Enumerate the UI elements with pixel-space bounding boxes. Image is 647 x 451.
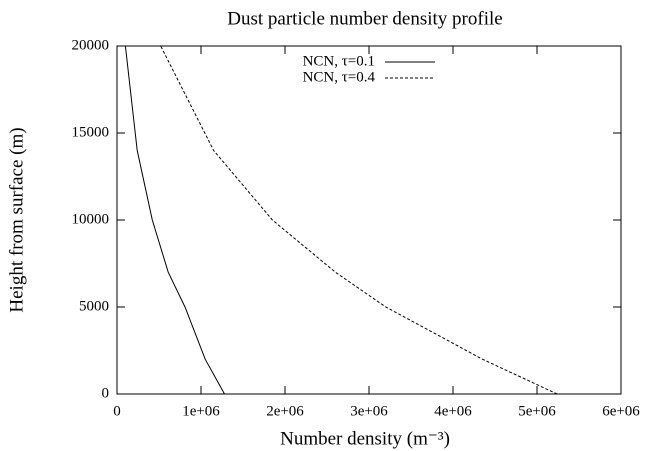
- chart-title: Dust particle number density profile: [227, 8, 502, 29]
- x-tick-label: 4e+06: [434, 403, 472, 419]
- y-tick-label: 0: [102, 385, 110, 401]
- y-tick-label: 10000: [72, 211, 110, 227]
- y-tick-label: 5000: [79, 298, 109, 314]
- x-tick-label: 0: [113, 403, 121, 419]
- x-tick-label: 5e+06: [518, 403, 556, 419]
- data-line: [124, 45, 225, 395]
- data-line: [160, 45, 558, 395]
- x-tick-label: 2e+06: [266, 403, 304, 419]
- x-tick-label: 1e+06: [182, 403, 220, 419]
- plot-frame: [116, 45, 622, 395]
- y-axis-label: Height from surface (m): [6, 127, 27, 312]
- legend-label: NCN, τ=0.1: [303, 53, 375, 69]
- x-axis-label: Number density (m⁻³): [280, 428, 450, 449]
- x-tick-label: 3e+06: [350, 403, 388, 419]
- legend-label: NCN, τ=0.4: [303, 69, 376, 85]
- y-tick-label: 20000: [72, 37, 110, 53]
- x-tick-label: 6e+06: [602, 403, 640, 419]
- y-tick-label: 15000: [72, 124, 110, 140]
